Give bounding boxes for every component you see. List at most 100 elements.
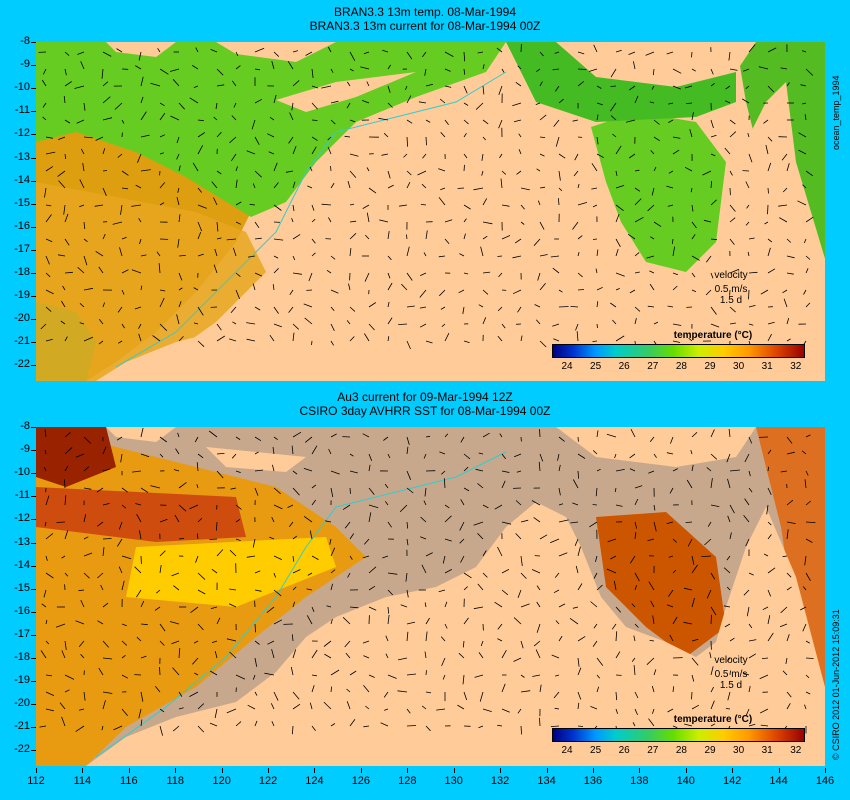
current-arrow	[41, 79, 47, 87]
ocean-orange-south	[36, 182, 266, 381]
top-temperature-map[interactable]: velocity 0.5 m/s 1.5 d temperature (°C)	[36, 42, 825, 381]
current-arrow	[209, 722, 218, 727]
current-arrow	[45, 214, 52, 223]
current-arrow	[593, 572, 598, 579]
current-arrow	[745, 85, 750, 90]
current-arrow	[177, 432, 180, 438]
current-arrow	[531, 569, 541, 574]
current-arrow	[666, 604, 674, 608]
current-arrow	[805, 470, 809, 476]
current-arrow	[691, 657, 699, 666]
current-arrow	[273, 555, 282, 560]
current-arrow	[346, 81, 351, 87]
current-arrow	[440, 636, 446, 642]
current-arrow	[592, 204, 598, 208]
current-arrow	[539, 81, 543, 87]
current-arrow	[365, 705, 370, 710]
current-arrow	[178, 165, 181, 172]
current-arrow	[653, 521, 657, 532]
current-arrow	[176, 314, 180, 325]
current-arrow	[710, 504, 720, 507]
current-arrow	[311, 238, 316, 244]
current-arrow	[444, 601, 448, 608]
latitude-tick-label: -17	[14, 242, 30, 255]
current-arrow	[45, 238, 53, 243]
current-arrow	[58, 136, 66, 140]
current-arrow	[590, 601, 598, 608]
current-arrow	[387, 606, 390, 614]
current-arrow	[64, 119, 71, 124]
latitude-tick-mark	[31, 496, 36, 498]
latitude-tick-mark	[31, 319, 36, 321]
bottom-sst-map[interactable]: velocity 0.5 m/s 1.5 d temperature (°C)	[36, 427, 825, 766]
latitude-tick-mark	[31, 704, 36, 706]
longitude-tick-label: 118	[166, 775, 184, 787]
new-guinea-bottom	[556, 427, 756, 467]
current-arrow	[384, 708, 389, 711]
current-arrow	[159, 623, 166, 632]
current-arrow	[112, 221, 123, 225]
current-arrow	[305, 51, 313, 56]
current-arrow	[634, 187, 641, 192]
current-arrow	[215, 102, 218, 110]
current-arrow	[405, 85, 408, 90]
current-arrow	[229, 338, 237, 342]
current-arrow	[102, 547, 105, 557]
current-arrow	[292, 50, 299, 53]
current-arrow	[494, 504, 503, 510]
current-arrow	[615, 691, 618, 701]
current-arrow	[725, 708, 731, 710]
current-arrow	[83, 536, 89, 540]
current-arrow	[171, 572, 180, 577]
current-arrow	[482, 317, 487, 325]
current-arrow	[748, 572, 754, 576]
current-arrow	[349, 533, 355, 540]
latitude-tick-label: -11	[14, 104, 30, 117]
current-arrow	[743, 515, 750, 523]
current-arrow	[536, 601, 541, 608]
current-arrow	[363, 725, 370, 728]
current-arrow	[669, 634, 674, 642]
current-arrow	[645, 51, 655, 56]
current-arrow	[650, 236, 655, 240]
current-arrow	[743, 68, 750, 72]
current-arrow	[438, 197, 446, 206]
current-arrow	[269, 536, 275, 540]
current-arrow	[463, 218, 467, 223]
current-arrow	[252, 183, 256, 189]
current-arrow	[140, 254, 147, 257]
current-arrow	[710, 723, 716, 727]
current-arrow	[268, 151, 275, 155]
current-arrow	[139, 238, 142, 245]
current-arrow	[550, 725, 560, 727]
current-arrow	[574, 153, 579, 161]
current-arrow	[423, 500, 427, 506]
current-arrow	[592, 340, 598, 342]
current-arrow	[380, 722, 389, 727]
current-arrow	[254, 451, 259, 455]
current-arrow	[593, 623, 598, 629]
current-arrow	[75, 620, 85, 625]
current-arrow	[61, 650, 66, 659]
current-arrow	[501, 170, 507, 175]
current-arrow	[346, 688, 351, 693]
current-arrow	[349, 487, 351, 494]
current-arrow	[558, 187, 563, 192]
current-arrow	[176, 136, 180, 144]
current-arrow	[387, 64, 392, 70]
current-arrow	[398, 323, 408, 325]
current-arrow	[226, 238, 237, 241]
latitude-tick-label: -22	[14, 743, 30, 756]
current-arrow	[119, 247, 123, 257]
current-arrow	[477, 533, 484, 540]
current-arrow	[800, 84, 807, 87]
current-arrow	[684, 85, 693, 89]
current-arrow	[102, 96, 111, 104]
current-arrow	[512, 102, 522, 107]
current-arrow	[64, 432, 71, 438]
current-arrow	[79, 204, 85, 208]
current-arrow	[710, 700, 715, 710]
colorbar-tick-label: 26	[618, 745, 630, 756]
latitude-tick-mark	[31, 681, 36, 683]
latitude-tick-label: -13	[14, 150, 30, 163]
